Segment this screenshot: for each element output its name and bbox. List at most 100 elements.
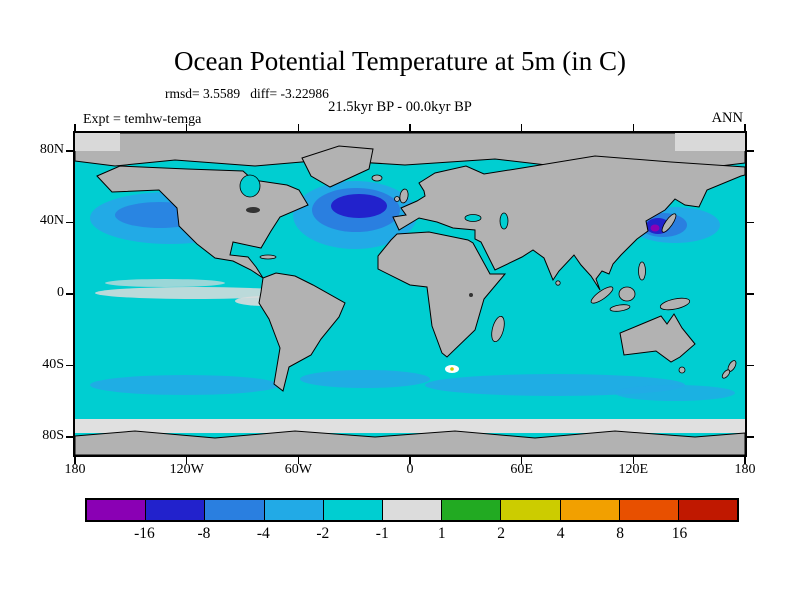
colorbar-tick-label: -16 <box>134 525 155 542</box>
y-tick-mark <box>747 221 754 224</box>
colorbar-segment <box>560 500 620 520</box>
y-tick-mark <box>747 150 754 152</box>
x-tick-mark <box>520 124 523 131</box>
y-tick-mark <box>66 364 73 367</box>
x-tick-mark <box>744 124 746 131</box>
x-tick-mark <box>74 457 76 464</box>
y-tick-mark <box>747 293 754 295</box>
caspian-sea <box>499 212 509 230</box>
x-tick-mark <box>520 457 523 464</box>
world-map <box>75 133 745 455</box>
period-label: 21.5kyr BP - 00.0kyr BP <box>328 99 472 115</box>
x-tick-mark <box>185 457 188 464</box>
y-axis-tick-label: 40S <box>42 356 64 372</box>
island-philippines <box>638 261 646 281</box>
x-axis-tick-label: 180 <box>734 462 756 477</box>
island-sumatra <box>590 286 614 304</box>
colorbar-segment <box>619 500 679 520</box>
island-madagascar <box>491 315 505 343</box>
island-new-zealand-south <box>721 369 731 379</box>
x-tick-mark <box>74 124 76 131</box>
x-axis-tick-label: 0 <box>406 462 414 477</box>
colorbar-labels: -16 -8 -4 -2 -1 1 2 4 8 16 <box>85 522 739 546</box>
colorbar-tick-label: 1 <box>437 525 446 542</box>
island-tasmania <box>678 366 686 374</box>
x-tick-mark <box>297 457 300 464</box>
colorbar-segment <box>678 500 738 520</box>
figure-title: Ocean Potential Temperature at 5m (in C) <box>174 46 626 76</box>
y-tick-mark <box>66 221 73 224</box>
colorbar-segment <box>501 500 561 520</box>
colorbar-segment <box>323 500 383 520</box>
colorbar-segment <box>264 500 324 520</box>
island-borneo <box>618 286 636 302</box>
y-axis-tick-label: 80N <box>39 141 64 157</box>
x-tick-mark <box>744 457 746 464</box>
y-tick-mark <box>66 436 73 438</box>
y-tick-mark <box>66 150 73 152</box>
colorbar-tick-label: 4 <box>556 525 565 542</box>
anomaly-blue-s-atlantic <box>300 370 430 388</box>
colorbar-segment <box>442 500 502 520</box>
anomaly-pale-antarctic-band <box>75 419 745 433</box>
island-cuba <box>259 254 277 260</box>
season-label: ANN <box>711 110 743 126</box>
x-tick-mark <box>297 124 300 131</box>
colorbar-tick-label: -1 <box>375 525 389 542</box>
anomaly-natl-core <box>331 194 387 218</box>
continent-africa <box>377 231 507 358</box>
island-britain <box>399 188 409 204</box>
colorbar-segment <box>382 500 443 520</box>
stats-line: rmsd= 3.5589 diff= -3.22986 <box>165 86 329 101</box>
continent-australia <box>619 313 696 363</box>
x-tick-mark <box>632 124 635 131</box>
continent-antarctica <box>75 430 745 455</box>
x-axis-tick-label: 120W <box>169 462 204 477</box>
anomaly-japan-purple-spot <box>650 224 660 232</box>
x-tick-mark <box>409 124 411 131</box>
x-axis-tick-label: 120E <box>618 462 649 477</box>
anomaly-spot-warm-dot <box>450 367 454 371</box>
island-sri-lanka <box>555 280 561 286</box>
island-java <box>609 304 631 312</box>
hudson-bay <box>239 174 261 198</box>
continent-south-america <box>258 272 346 392</box>
colorbar-tick-label: 16 <box>671 525 688 542</box>
anomaly-pale-eq-pacific <box>95 287 295 299</box>
lake-victoria <box>469 293 473 297</box>
experiment-label: Expt = temhw-temga <box>83 112 202 127</box>
y-axis-tick-label: 40N <box>39 213 64 229</box>
anomaly-blue-s-pacific-west <box>615 385 735 401</box>
black-sea <box>464 214 482 222</box>
x-tick-mark <box>409 457 411 464</box>
colorbar: -16 -8 -4 -2 -1 1 2 4 8 16 <box>85 498 739 550</box>
map-plot-frame <box>73 131 747 457</box>
polar-gray-right <box>675 133 745 151</box>
y-tick-mark <box>747 364 754 367</box>
anomaly-pale-band <box>105 279 225 287</box>
colorbar-segments <box>85 498 739 522</box>
x-tick-mark <box>185 124 188 131</box>
x-axis-tick-label: 180 <box>64 462 86 477</box>
x-axis-tick-label: 60E <box>510 462 533 477</box>
colorbar-tick-label: -2 <box>316 525 330 542</box>
island-ireland <box>394 196 400 202</box>
continent-eurasia <box>392 155 745 291</box>
great-lakes <box>246 207 260 213</box>
colorbar-tick-label: 2 <box>497 525 506 542</box>
colorbar-segment <box>205 500 265 520</box>
colorbar-tick-label: 8 <box>616 525 624 542</box>
y-tick-mark <box>66 293 73 295</box>
x-axis-tick-label: 60W <box>284 462 312 477</box>
y-axis-tick-label: 0 <box>57 285 64 300</box>
colorbar-segment <box>87 500 147 520</box>
polar-gray-left <box>75 133 120 151</box>
island-japan <box>661 213 677 233</box>
island-iceland <box>371 174 383 182</box>
island-new-guinea <box>659 297 691 311</box>
anomaly-blue-s-pacific <box>90 375 280 395</box>
colorbar-tick-label: -4 <box>256 525 270 542</box>
colorbar-tick-label: -8 <box>197 525 211 542</box>
colorbar-segment <box>146 500 206 520</box>
